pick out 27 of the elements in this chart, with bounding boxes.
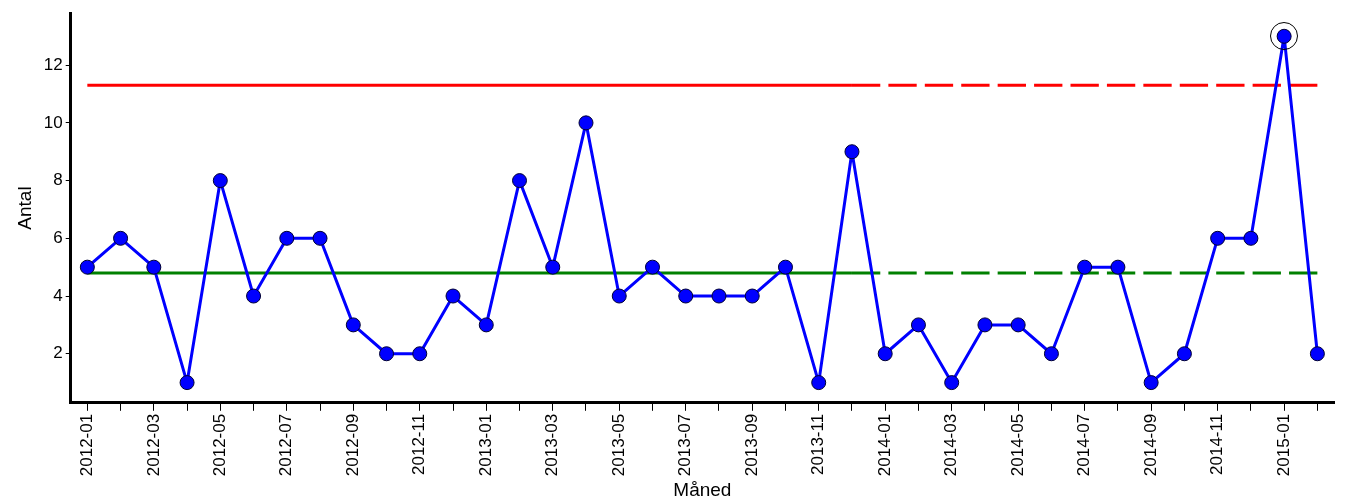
x-tick-label: 2014-09 [1140,413,1160,477]
x-tick-label: 2013-07 [675,413,695,477]
x-tick-label: 2012-09 [342,413,362,477]
x-tick-label: 2014-07 [1074,413,1094,477]
y-tick-label: 12 [43,54,63,74]
y-tick-label: 2 [53,343,63,363]
x-tick-label: 2013-03 [542,413,562,477]
y-axis-title: Antal [13,186,35,230]
x-tick-label: 2012-11 [409,413,429,475]
y-tick-label: 8 [53,170,63,190]
x-tick-label: 2014-03 [941,413,961,477]
y-tick-label: 6 [53,228,63,247]
x-tick-label: 2013-05 [608,413,628,477]
x-axis-title: Måned [673,478,732,500]
x-tick-label: 2014-05 [1007,413,1027,477]
x-tick-label: 2014-11 [1207,413,1227,475]
x-tick-label: 2014-01 [874,413,894,477]
x-tick-label: 2015-01 [1273,413,1293,477]
x-tick-label: 2013-01 [475,413,495,477]
x-tick-label: 2012-03 [143,413,163,477]
y-tick-label: 10 [43,112,63,132]
x-tick-label: 2012-07 [276,413,296,477]
x-tick-label: 2012-05 [210,413,229,477]
y-tick-label: 4 [53,285,63,305]
x-tick-label: 2012-01 [77,413,97,477]
x-tick-label: 2013-11 [808,413,828,475]
x-tick-label: 2013-09 [741,413,761,477]
